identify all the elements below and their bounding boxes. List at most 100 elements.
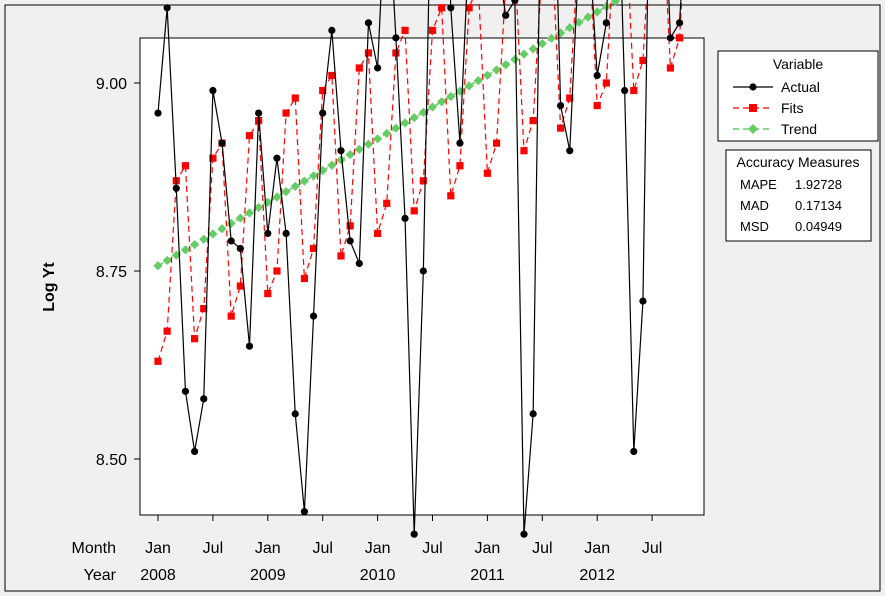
legend-fits-marker [749, 104, 757, 112]
actual-point [218, 139, 226, 147]
fits-point [410, 207, 418, 215]
actual-point [264, 229, 272, 237]
trend-point [345, 150, 355, 160]
x-tick-label-month: Jul [203, 540, 223, 557]
trend-point [208, 229, 218, 239]
actual-point [529, 410, 537, 418]
actual-point [557, 101, 565, 110]
trend-point [601, 1, 611, 12]
y-tick-label: 8.75 [96, 264, 127, 281]
trend-point [418, 107, 428, 117]
fits-point [282, 109, 290, 117]
fits-point [337, 252, 345, 260]
fits-point [374, 229, 382, 237]
fits-point [346, 222, 354, 230]
actual-point [227, 237, 235, 245]
fits-point [300, 274, 308, 283]
fits-point [392, 49, 400, 57]
trend-point [624, 0, 626, 1]
actual-point [374, 64, 382, 72]
actual-point [209, 86, 217, 95]
trend-point [610, 0, 621, 6]
actual-point [245, 342, 254, 350]
trend-point [501, 60, 511, 70]
actual-point [666, 34, 675, 42]
fits-point [456, 162, 464, 170]
fits-point [355, 64, 363, 72]
x-axis-year-row-label: Year [84, 567, 117, 584]
fits-point [428, 26, 437, 34]
accuracy-measures-table: Accuracy Measures MAPE 1.92728 MAD 0.171… [725, 149, 872, 242]
fits-point [529, 117, 537, 125]
actual-point [328, 26, 336, 34]
actual-point [191, 447, 199, 456]
y-tick-label: 9.00 [96, 76, 127, 93]
fits-point [447, 192, 455, 200]
accuracy-value-mape: 1.92728 [795, 177, 842, 192]
actual-point [291, 410, 299, 418]
legend-actual-marker [749, 83, 757, 91]
x-tick-label-month: Jan [145, 540, 171, 557]
trend-point [162, 255, 172, 266]
legend-box [717, 50, 879, 142]
fits-point [465, 4, 473, 12]
x-tick-label-month: Jan [255, 540, 281, 557]
x-tick-label-month: Jul [422, 540, 442, 557]
legend-fits-label: Fits [781, 100, 804, 116]
x-tick-label-month: Jan [475, 540, 501, 557]
fits-point [273, 267, 281, 275]
actual-point [520, 530, 528, 538]
x-tick-label-month: Jul [532, 540, 552, 557]
fits-point [236, 282, 244, 290]
actual-point [566, 147, 574, 155]
actual-point [282, 229, 290, 237]
accuracy-value-mad: 0.17134 [795, 198, 842, 213]
trend-point [199, 234, 209, 244]
actual-point [255, 109, 263, 117]
fits-point [566, 94, 574, 102]
legend-trend-marker [748, 124, 758, 134]
actual-point [511, 0, 519, 4]
trend-point [583, 12, 593, 22]
trend-point [363, 139, 374, 149]
trend-point [217, 224, 227, 234]
fits-point [483, 169, 491, 177]
trend-point [482, 70, 492, 80]
trend-point [336, 155, 346, 165]
actual-point [419, 267, 427, 275]
trend-point [427, 102, 438, 112]
fits-point [209, 154, 217, 162]
actual-point [502, 11, 510, 19]
actual-point [630, 447, 638, 456]
fits-point [492, 139, 501, 147]
actual-point [639, 297, 647, 305]
trend-point [446, 91, 456, 102]
x-axis-month-row-label: Month [72, 540, 116, 557]
trend-point [272, 192, 282, 202]
fits-point [401, 26, 409, 34]
actual-point [593, 71, 601, 80]
trend-point [153, 261, 163, 271]
fits-point [419, 177, 427, 185]
actual-point [675, 19, 684, 27]
fits-point [191, 335, 199, 343]
actual-point [181, 387, 190, 395]
actual-point [163, 4, 171, 12]
legend: Variable Actual Fits Trend [717, 50, 879, 142]
actual-point [401, 214, 409, 222]
plot-area [139, 37, 705, 516]
actual-point [154, 109, 162, 117]
fits-point [264, 289, 272, 298]
legend-trend-label: Trend [781, 121, 817, 137]
accuracy-label-mad: MAD [740, 198, 769, 213]
x-tick-label-month: Jan [584, 540, 610, 557]
actual-point [355, 259, 363, 268]
fits-point [227, 312, 235, 320]
trend-point [473, 76, 483, 86]
fits-point [557, 124, 565, 132]
x-tick-label-year: 2009 [250, 567, 286, 584]
fits-point [154, 357, 162, 365]
fits-point [602, 79, 610, 87]
trend-point [190, 239, 200, 250]
accuracy-label-msd: MSD [740, 219, 769, 234]
